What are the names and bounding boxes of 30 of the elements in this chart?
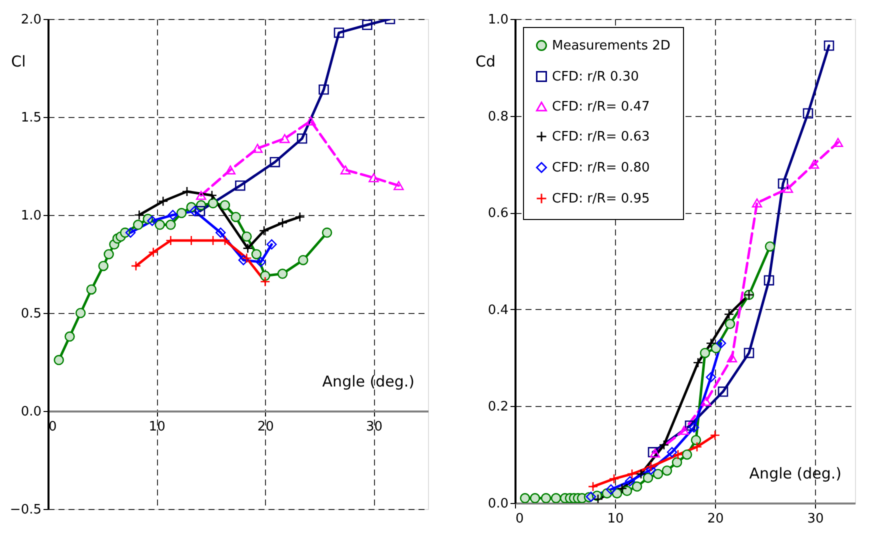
y-tick-label: 0.0 <box>20 404 42 420</box>
y-tick-label: 0.0 <box>488 496 508 512</box>
legend-label: CFD: r/R= 0.47 <box>552 100 650 114</box>
y-tick-label: 0.5 <box>20 306 42 322</box>
x-axis-title: Angle (deg.) <box>749 464 842 482</box>
x-tick-label: 20 <box>707 512 724 526</box>
y-tick-label: 0.4 <box>488 302 508 318</box>
legend-label: CFD: r/R 0.30 <box>552 70 639 84</box>
y-tick-label: −0.5 <box>10 502 42 518</box>
legend-label: CFD: r/R= 0.63 <box>552 130 650 144</box>
y-tick-label: 0.8 <box>488 109 508 124</box>
x-tick-label: 10 <box>148 420 166 434</box>
x-tick-label: 10 <box>607 512 624 526</box>
x-tick-label: 30 <box>366 420 382 434</box>
x-tick-label: 30 <box>807 512 824 526</box>
y-tick-label: 2.0 <box>20 12 42 28</box>
y-axis-title: Cl <box>11 52 26 70</box>
x-axis-title: Angle (deg.) <box>322 372 414 390</box>
legend-label: CFD: r/R= 0.95 <box>552 192 650 206</box>
y-tick-label: 1.0 <box>20 208 42 224</box>
x-tick-label: 0 <box>48 420 57 434</box>
legend-label: CFD: r/R= 0.80 <box>552 160 650 176</box>
legend-label: Measurements 2D <box>552 38 670 54</box>
y-tick-label: 0.2 <box>488 400 508 415</box>
y-tick-label: 1.0 <box>488 12 508 28</box>
x-tick-label: 0 <box>516 512 524 526</box>
y-tick-label: 1.5 <box>20 110 42 126</box>
x-tick-label: 20 <box>257 420 274 434</box>
y-axis-title: Cd <box>476 52 496 70</box>
y-tick-label: 0.6 <box>488 206 508 222</box>
